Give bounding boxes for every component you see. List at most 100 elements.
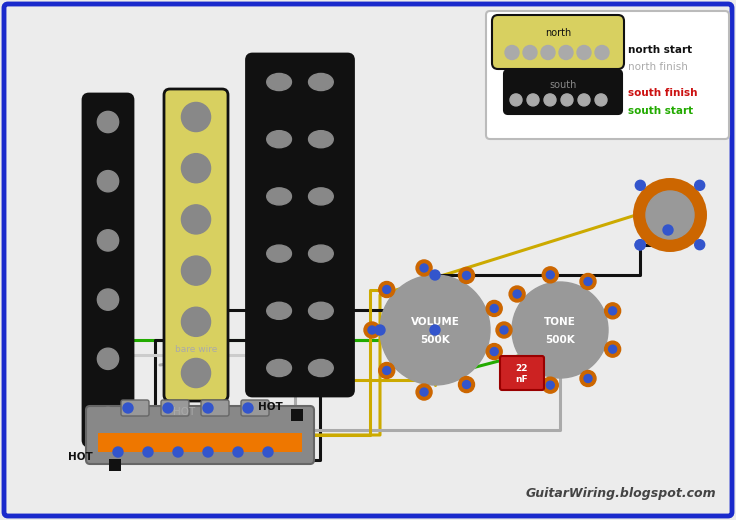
Circle shape (182, 205, 210, 234)
Text: HOT: HOT (173, 407, 195, 417)
Circle shape (695, 240, 704, 250)
Circle shape (646, 191, 694, 239)
Ellipse shape (308, 188, 333, 205)
Circle shape (486, 344, 502, 359)
FancyBboxPatch shape (201, 400, 229, 416)
FancyBboxPatch shape (121, 400, 149, 416)
Circle shape (420, 388, 428, 396)
Circle shape (375, 325, 385, 335)
Text: bare wire: bare wire (175, 345, 217, 355)
Ellipse shape (266, 131, 291, 148)
Circle shape (546, 381, 554, 389)
Circle shape (580, 370, 596, 386)
Circle shape (364, 322, 380, 338)
Text: 500K: 500K (420, 335, 450, 345)
Circle shape (173, 447, 183, 457)
Ellipse shape (308, 245, 333, 262)
Circle shape (203, 403, 213, 413)
Circle shape (609, 345, 617, 353)
Circle shape (97, 289, 118, 310)
FancyBboxPatch shape (247, 54, 353, 396)
Circle shape (584, 374, 592, 383)
Text: north finish: north finish (628, 62, 688, 72)
Circle shape (97, 348, 118, 369)
Circle shape (420, 264, 428, 272)
Text: 500K: 500K (545, 335, 575, 345)
FancyBboxPatch shape (241, 400, 269, 416)
FancyBboxPatch shape (492, 15, 624, 69)
Circle shape (462, 271, 470, 279)
Text: south: south (549, 80, 577, 90)
Bar (291, 409, 303, 421)
FancyBboxPatch shape (164, 89, 228, 401)
FancyBboxPatch shape (504, 70, 622, 114)
Circle shape (604, 341, 620, 357)
Circle shape (379, 281, 394, 297)
Text: HOT: HOT (68, 452, 93, 462)
Circle shape (430, 270, 440, 280)
Circle shape (182, 102, 210, 132)
Circle shape (546, 271, 554, 279)
Circle shape (97, 407, 118, 428)
Circle shape (459, 376, 475, 393)
Text: GuitarWiring.blogspot.com: GuitarWiring.blogspot.com (526, 487, 716, 500)
Circle shape (544, 94, 556, 106)
Circle shape (243, 403, 253, 413)
Circle shape (633, 178, 707, 252)
Text: south finish: south finish (628, 88, 698, 98)
Circle shape (143, 447, 153, 457)
FancyBboxPatch shape (4, 4, 732, 516)
Circle shape (486, 301, 502, 317)
Circle shape (496, 322, 512, 338)
Circle shape (368, 326, 376, 334)
Circle shape (416, 260, 432, 276)
Circle shape (509, 286, 525, 302)
Ellipse shape (266, 188, 291, 205)
Circle shape (559, 45, 573, 59)
Circle shape (379, 362, 394, 379)
Circle shape (595, 94, 607, 106)
Circle shape (635, 180, 645, 190)
FancyBboxPatch shape (500, 356, 544, 390)
Ellipse shape (308, 359, 333, 376)
Circle shape (416, 384, 432, 400)
Ellipse shape (266, 302, 291, 319)
FancyBboxPatch shape (86, 406, 314, 464)
Circle shape (430, 325, 440, 335)
Circle shape (510, 94, 522, 106)
Circle shape (695, 180, 704, 190)
FancyBboxPatch shape (486, 11, 729, 139)
Text: HOT: HOT (258, 402, 283, 412)
Circle shape (512, 282, 608, 378)
Circle shape (459, 267, 475, 283)
Circle shape (577, 45, 591, 59)
Ellipse shape (266, 245, 291, 262)
Circle shape (182, 256, 210, 285)
Circle shape (542, 377, 559, 393)
Circle shape (541, 45, 555, 59)
Circle shape (182, 307, 210, 336)
Ellipse shape (308, 73, 333, 90)
Circle shape (505, 45, 519, 59)
Ellipse shape (266, 359, 291, 376)
Circle shape (604, 303, 620, 319)
Circle shape (663, 225, 673, 235)
Bar (109, 459, 121, 471)
Text: nF: nF (516, 375, 528, 384)
Circle shape (233, 447, 243, 457)
Circle shape (542, 267, 559, 283)
Circle shape (595, 45, 609, 59)
Circle shape (500, 326, 508, 334)
Circle shape (609, 307, 617, 315)
Circle shape (462, 381, 470, 388)
Ellipse shape (308, 302, 333, 319)
Circle shape (513, 290, 521, 298)
Ellipse shape (266, 73, 291, 90)
Circle shape (513, 362, 521, 370)
Circle shape (509, 358, 525, 374)
Circle shape (203, 447, 213, 457)
Circle shape (523, 45, 537, 59)
Circle shape (635, 240, 645, 250)
Text: south start: south start (628, 106, 693, 116)
Text: VOLUME: VOLUME (411, 317, 459, 327)
